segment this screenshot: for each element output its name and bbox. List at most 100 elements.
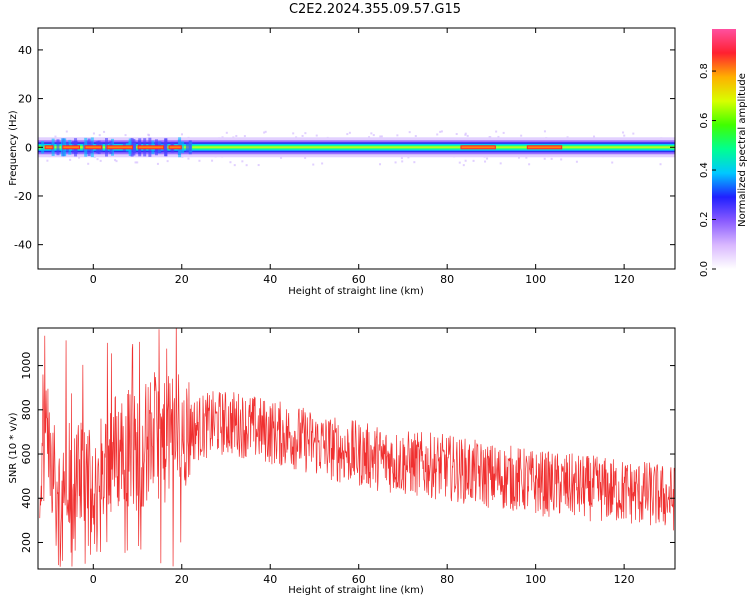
heatmap-hot-core — [169, 146, 181, 149]
heatmap-noise-dot — [245, 164, 248, 167]
heatmap-noise-dot — [198, 159, 201, 162]
heatmap-noise-dot — [315, 134, 318, 137]
snr-axes: 0 20 40 60 80 100 120 200 400 600 800 1000 — [20, 328, 675, 586]
heatmap-noise-dot — [575, 160, 578, 163]
heatmap-noise-dot — [312, 163, 315, 166]
heatmap-noise-dot — [69, 158, 72, 161]
heatmap-noise-dot — [211, 159, 214, 162]
heatmap-texture — [164, 138, 168, 157]
heatmap-hot-core — [461, 146, 495, 149]
snr-series-line — [39, 328, 675, 567]
heatmap-noise-dot — [54, 135, 57, 138]
heatmap-noise-dot — [400, 157, 403, 160]
heatmap-noise-dot — [166, 160, 169, 163]
heatmap-noise-dot — [235, 134, 238, 137]
heatmap-noise-dot — [593, 135, 596, 138]
heatmap-noise-dot — [495, 130, 498, 133]
heatmap-noise-dot — [99, 159, 102, 162]
x-tick-label: 40 — [263, 273, 277, 286]
y-tick-label: -40 — [14, 239, 32, 252]
x-tick-label: 120 — [614, 273, 635, 286]
heatmap-noise-dot — [304, 156, 307, 159]
heatmap-noise-dot — [115, 160, 118, 163]
y-tick-label: 200 — [20, 532, 33, 553]
chart-title: C2E2.2024.355.09.57.G15 — [288, 2, 462, 17]
heatmap-noise-dot — [414, 135, 417, 138]
heatmap-noise-dot — [413, 161, 416, 164]
heatmap-noise-dot — [380, 135, 383, 138]
heatmap-noise-dot — [464, 132, 467, 135]
spectrogram-axes: 0 20 40 60 80 100 120 -40 -20 0 20 40 — [14, 28, 675, 286]
colorbar-label: Normalized spectral amplitude — [737, 73, 748, 227]
heatmap-noise-dot — [103, 130, 106, 133]
heatmap-texture — [185, 142, 189, 153]
heatmap-noise-dot — [455, 133, 458, 136]
spectrogram-xlabel: Height of straight line (km) — [288, 286, 424, 297]
heatmap-hot-core — [45, 146, 53, 149]
heatmap-noise-dot — [114, 159, 117, 162]
colorbar-axis: 0.0 0.2 0.4 0.6 0.8 — [699, 63, 716, 277]
heatmap-noise-dot — [466, 134, 469, 137]
heatmap-noise-dot — [525, 156, 528, 159]
snr-xlabel: Height of straight line (km) — [288, 585, 424, 596]
y-tick-label: 40 — [18, 44, 32, 57]
heatmap-noise-dot — [550, 157, 553, 160]
heatmap-noise-dot — [622, 131, 625, 134]
x-tick-label: 120 — [614, 573, 635, 586]
heatmap-texture — [104, 138, 108, 157]
heatmap-noise-dot — [440, 130, 443, 133]
heatmap-noise-dot — [566, 136, 569, 139]
heatmap-noise-dot — [241, 160, 244, 163]
heatmap-noise-dot — [134, 161, 137, 164]
heatmap-noise-dot — [560, 158, 563, 161]
spectrogram-heatmap — [38, 130, 675, 167]
heatmap-noise-dot — [187, 157, 190, 160]
heatmap-noise-dot — [372, 134, 375, 137]
heatmap-noise-dot — [379, 135, 382, 138]
y-tick-label: 600 — [20, 444, 33, 465]
heatmap-noise-dot — [346, 133, 349, 136]
heatmap-noise-dot — [243, 135, 246, 138]
heatmap-noise-dot — [264, 130, 267, 133]
heatmap-noise-dot — [124, 134, 127, 137]
heatmap-noise-dot — [439, 130, 442, 133]
y-tick-label: 1000 — [20, 352, 33, 380]
heatmap-texture — [188, 140, 192, 155]
heatmap-noise-dot — [65, 130, 68, 133]
heatmap-noise-dot — [370, 132, 373, 135]
heatmap-noise-dot — [348, 131, 351, 134]
x-tick-label: 20 — [175, 573, 189, 586]
spectrogram-panel: 0 20 40 60 80 100 120 -40 -20 0 20 40 Height of str… — [8, 27, 676, 297]
heatmap-noise-dot — [225, 131, 228, 134]
colorbar-tick-label: 0.0 — [699, 261, 710, 277]
colorbar: 0.0 0.2 0.4 0.6 0.8 Normalized spectral ampl… — [699, 29, 748, 277]
snr-panel: 0 20 40 60 80 100 120 200 400 600 800 1000 Height o… — [8, 327, 676, 596]
x-tick-label: 40 — [263, 573, 277, 586]
x-tick-label: 100 — [525, 573, 546, 586]
heatmap-noise-dot — [136, 161, 139, 164]
heatmap-noise-dot — [659, 163, 662, 166]
y-tick-label: 400 — [20, 488, 33, 509]
heatmap-hot-core — [63, 146, 80, 149]
heatmap-noise-dot — [497, 135, 500, 138]
heatmap-hot-core — [527, 146, 562, 149]
heatmap-noise-dot — [292, 132, 295, 135]
heatmap-noise-dot — [229, 161, 232, 164]
x-tick-label: 60 — [352, 273, 366, 286]
x-tick-label: 0 — [90, 573, 97, 586]
colorbar-tick-label: 0.8 — [699, 63, 710, 79]
heatmap-noise-dot — [464, 133, 467, 136]
heatmap-noise-dot — [458, 161, 461, 164]
heatmap-hot-core — [85, 146, 102, 149]
colorbar-tick-label: 0.4 — [699, 162, 710, 178]
heatmap-noise-dot — [257, 164, 260, 167]
heatmap-noise-dot — [632, 132, 635, 135]
snr-ylabel: SNR (10 * v/v) — [8, 412, 19, 483]
heatmap-noise-dot — [520, 134, 523, 137]
x-tick-label: 100 — [525, 273, 546, 286]
colorbar-tick-label: 0.6 — [699, 113, 710, 129]
heatmap-noise-dot — [280, 156, 283, 159]
heatmap-noise-dot — [180, 133, 183, 136]
x-tick-label: 80 — [440, 273, 454, 286]
heatmap-noise-dot — [233, 164, 236, 167]
